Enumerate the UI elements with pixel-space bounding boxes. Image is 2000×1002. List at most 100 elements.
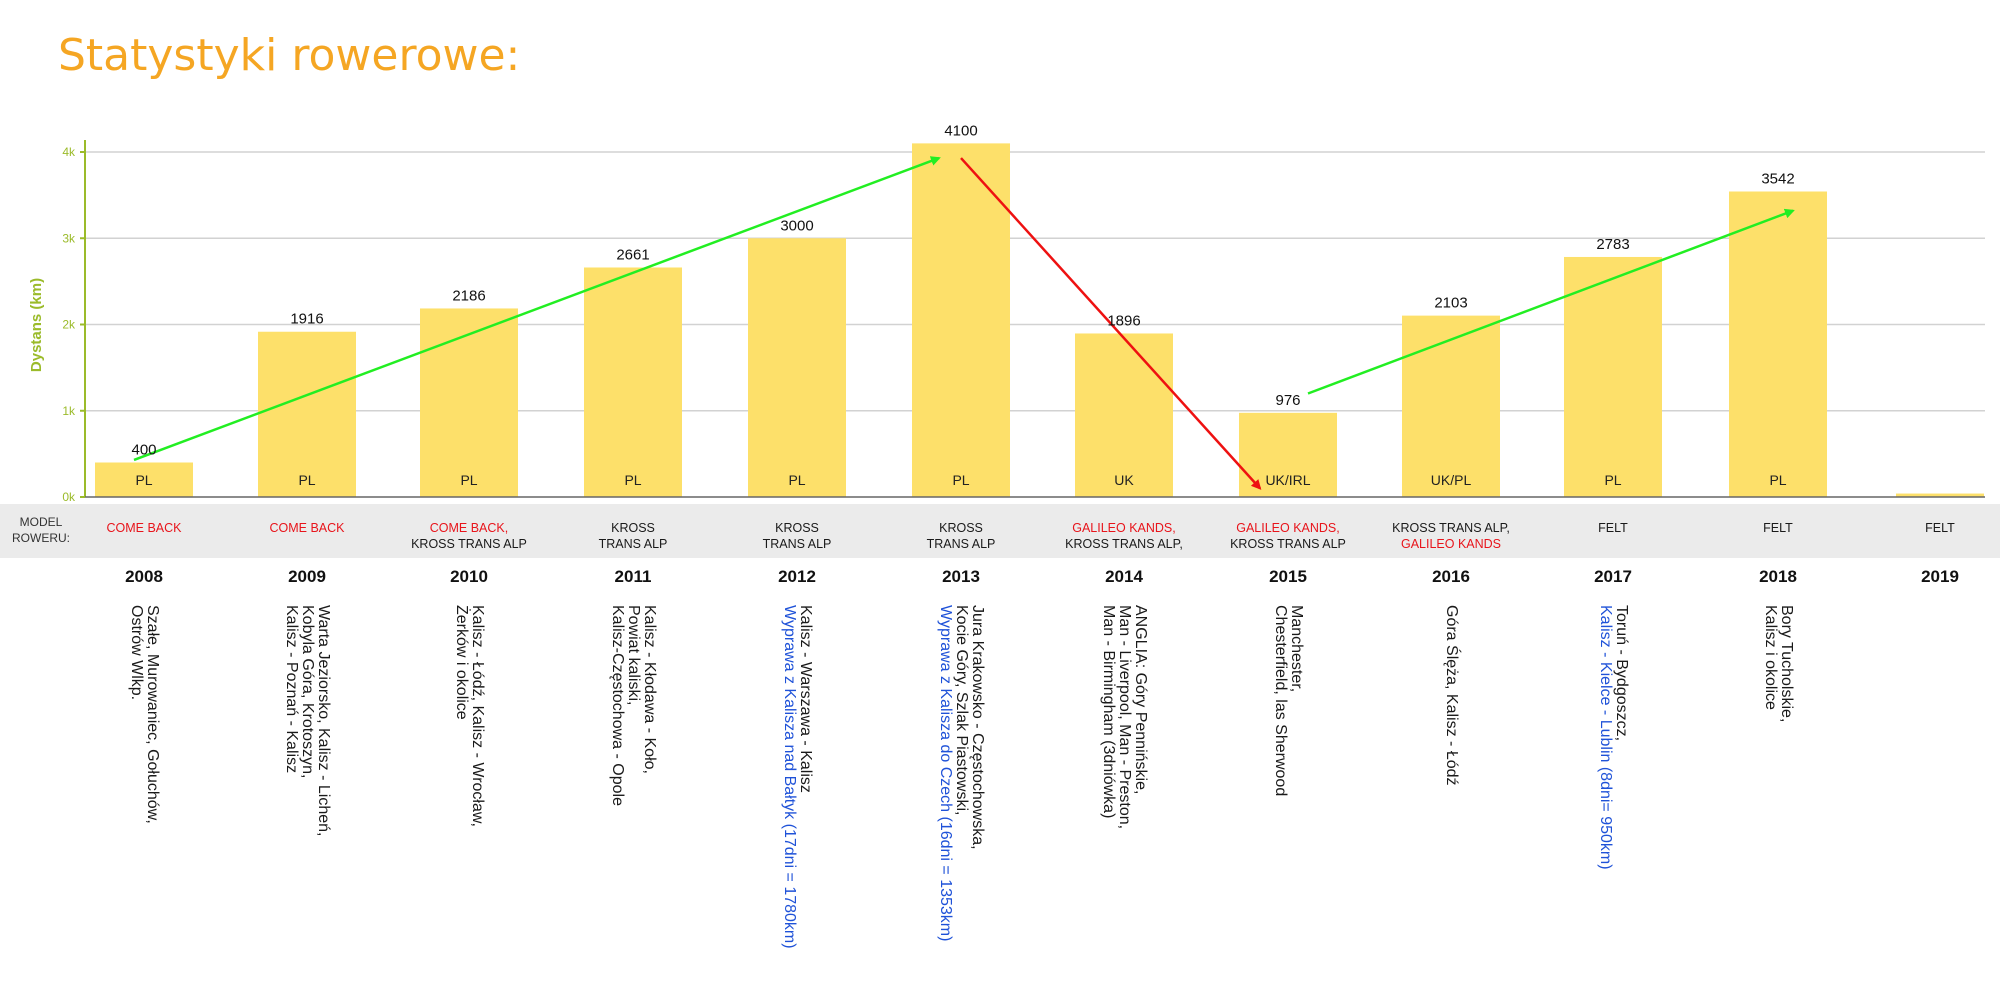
trend-arrows xyxy=(133,156,1795,490)
country-label: PL xyxy=(1604,472,1621,488)
data-label: 4100 xyxy=(944,122,977,139)
routes-text-2014: ANGLIA: Góry Pennińskie, Man - Liverpool,… xyxy=(1100,605,1149,830)
route-line: Bory Tucholskie, xyxy=(1778,605,1795,723)
country-label: PL xyxy=(952,472,969,488)
country-label: PL xyxy=(460,472,477,488)
bar-2009 xyxy=(258,331,356,497)
data-label: 1896 xyxy=(1107,312,1140,329)
route-line: Manchester, xyxy=(1288,605,1305,693)
bike-model-name: KROSS TRANS ALP, xyxy=(1392,521,1510,535)
data-label: 976 xyxy=(1275,392,1300,409)
bike-model-name: KROSS TRANS ALP xyxy=(411,537,527,551)
bike-model-name: GALILEO KANDS xyxy=(1400,537,1502,551)
trend-arrow-green xyxy=(1307,208,1795,395)
routes-text-2010: Kalisz - Łódź, Kalisz - Wrocław, Żerków i… xyxy=(453,605,486,827)
bike-model-caption-line-2: ROWERU: xyxy=(12,531,70,545)
bar-2013 xyxy=(912,143,1010,497)
year-label-2015: 2015 xyxy=(1269,567,1307,586)
country-label: PL xyxy=(298,472,315,488)
distance-bar-chart: 0k 1k 2k 3k 4k Dystans (km) 400 PL 1916 PL 2186 PL… xyxy=(28,122,1985,504)
route-line: Kalisz - Kłodawa - Koło, xyxy=(641,605,658,774)
country-label: PL xyxy=(788,472,805,488)
y-tick-label: 0k xyxy=(62,490,76,504)
bike-model-name: TRANS ALP xyxy=(926,537,996,551)
route-line: Kobyla Góra, Krotoszyn, xyxy=(299,605,316,779)
route-line: Kalisz - Poznań - Kalisz xyxy=(283,605,300,774)
routes-text-2011: Kalisz - Kłodawa - Koło, Powiat kaliski, K… xyxy=(609,605,658,806)
bike-model-2015: GALILEO KANDS, KROSS TRANS ALP xyxy=(1198,520,1378,552)
year-label-2018: 2018 xyxy=(1759,567,1797,586)
year-label-2016: 2016 xyxy=(1432,567,1470,586)
data-label: 3000 xyxy=(780,217,813,234)
data-label: 2103 xyxy=(1434,295,1467,312)
routes-text-2012: Kalisz - Warszawa - Kalisz Wyprawa z Kali… xyxy=(781,605,814,949)
routes-text-2009: Warta Jeziorsko, Kalisz - Licheń, Kobyla … xyxy=(283,605,332,837)
bike-model-name: TRANS ALP xyxy=(762,537,832,551)
country-label: PL xyxy=(1769,472,1786,488)
data-label: 2186 xyxy=(452,287,485,304)
data-label: 2661 xyxy=(616,246,649,263)
bar-2011 xyxy=(584,267,682,497)
year-label-2017: 2017 xyxy=(1594,567,1632,586)
route-line: Wyprawa z Kalisza nad Bałtyk (17dni = 17… xyxy=(781,605,798,949)
data-label: 2783 xyxy=(1596,236,1629,253)
bar-2019 xyxy=(1896,493,1984,497)
year-label-2014: 2014 xyxy=(1105,567,1143,586)
bar-2008 xyxy=(95,462,193,497)
routes-text-2015: Manchester, Chesterfield, las Sherwood xyxy=(1272,605,1305,796)
bike-model-2019: FELT xyxy=(1850,520,2000,536)
bike-model-name: GALILEO KANDS, xyxy=(1072,521,1176,535)
y-tick-label: 4k xyxy=(62,145,76,159)
route-line: ANGLIA: Góry Pennińskie, xyxy=(1132,605,1149,795)
routes-text-2018: Bory Tucholskie, Kalisz i okolice xyxy=(1762,605,1795,723)
bike-model-2014: GALILEO KANDS, KROSS TRANS ALP, xyxy=(1034,520,1214,552)
year-label-2019: 2019 xyxy=(1921,567,1959,586)
routes-text-2013: Jura Krakowsko - Częstochowska, Kocie Gór… xyxy=(937,605,986,941)
country-label: UK xyxy=(1114,472,1134,488)
bars xyxy=(95,143,1984,497)
bar-2010 xyxy=(420,308,518,497)
bike-model-2018: FELT xyxy=(1688,520,1868,536)
route-line: Toruń - Bydgoszcz, xyxy=(1613,605,1630,742)
y-tick-label: 2k xyxy=(62,318,76,332)
bike-model-2009: COME BACK xyxy=(217,520,397,536)
y-tick-label: 1k xyxy=(62,404,76,418)
bike-model-name: FELT xyxy=(1925,521,1955,535)
bike-model-name: KROSS xyxy=(939,521,983,535)
bike-model-caption: MODEL ROWERU: xyxy=(0,514,82,546)
bike-model-name: KROSS xyxy=(775,521,819,535)
trend-arrow-green xyxy=(133,156,941,462)
page-title: Statystyki rowerowe: xyxy=(58,30,521,81)
bar-2018 xyxy=(1729,191,1827,497)
bar-2017 xyxy=(1564,256,1662,497)
y-tick-label: 3k xyxy=(62,231,76,245)
year-label-2009: 2009 xyxy=(288,567,326,586)
route-line: Man - Liverpool, Man - Preston, xyxy=(1116,605,1133,830)
bar-2012 xyxy=(748,238,846,497)
y-axis: 0k 1k 2k 3k 4k Dystans (km) xyxy=(28,140,1985,504)
country-label: UK/PL xyxy=(1431,472,1472,488)
bike-model-name: KROSS TRANS ALP, xyxy=(1065,537,1183,551)
data-label: 400 xyxy=(131,442,156,459)
country-label: UK/IRL xyxy=(1265,472,1310,488)
route-line: Żerków i okolice xyxy=(453,605,470,720)
bike-model-name: COME BACK xyxy=(269,521,345,535)
routes-text-2008: Szałe, Murowaniec, Gołuchów, Ostrów Wlkp. xyxy=(128,605,161,824)
bike-model-name: TRANS ALP xyxy=(598,537,668,551)
bike-model-2010: COME BACK, KROSS TRANS ALP xyxy=(379,520,559,552)
bike-model-2017: FELT xyxy=(1523,520,1703,536)
bike-model-name: GALILEO KANDS, xyxy=(1236,521,1340,535)
bike-model-caption-line-1: MODEL xyxy=(19,515,63,529)
data-labels: 400 PL 1916 PL 2186 PL 2661 PL 3000 PL 4100 PL 1896 U… xyxy=(131,122,1794,488)
route-line: Warta Jeziorsko, Kalisz - Licheń, xyxy=(315,605,332,837)
bike-model-2011: KROSS TRANS ALP xyxy=(543,520,723,552)
bar-2016 xyxy=(1402,315,1500,497)
route-line: Powiat kaliski, xyxy=(625,605,642,706)
year-label-2011: 2011 xyxy=(614,567,652,586)
route-line: Kocie Góry, Szlak Piastowski, xyxy=(953,605,970,816)
y-axis-label: Dystans (km) xyxy=(28,278,45,372)
bike-model-2016: KROSS TRANS ALP, GALILEO KANDS xyxy=(1361,520,1541,552)
bike-model-name: FELT xyxy=(1763,521,1793,535)
route-line: Kalisz-Częstochowa - Opole xyxy=(609,605,626,806)
